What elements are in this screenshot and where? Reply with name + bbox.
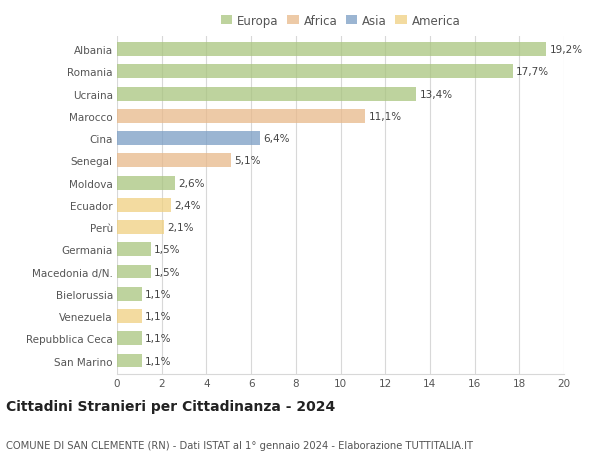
Text: 5,1%: 5,1%	[235, 156, 261, 166]
Bar	[117, 309, 142, 323]
Text: 2,4%: 2,4%	[174, 201, 200, 210]
Text: 1,1%: 1,1%	[145, 334, 172, 344]
Bar	[117, 132, 260, 146]
Legend: Europa, Africa, Asia, America: Europa, Africa, Asia, America	[218, 12, 463, 30]
Bar	[117, 354, 142, 368]
Text: 17,7%: 17,7%	[516, 67, 549, 77]
Bar	[117, 176, 175, 190]
Bar	[117, 110, 365, 123]
Text: Cittadini Stranieri per Cittadinanza - 2024: Cittadini Stranieri per Cittadinanza - 2…	[6, 399, 335, 413]
Bar	[117, 265, 151, 279]
Bar	[117, 221, 164, 235]
Bar	[117, 43, 546, 57]
Bar	[117, 65, 512, 79]
Text: 2,1%: 2,1%	[167, 223, 194, 233]
Text: 6,4%: 6,4%	[263, 134, 290, 144]
Bar	[117, 154, 231, 168]
Text: 2,6%: 2,6%	[178, 178, 205, 188]
Text: 1,1%: 1,1%	[145, 289, 172, 299]
Text: 11,1%: 11,1%	[368, 112, 401, 122]
Text: 1,1%: 1,1%	[145, 311, 172, 321]
Bar	[117, 88, 416, 101]
Bar	[117, 243, 151, 257]
Text: 13,4%: 13,4%	[420, 90, 453, 100]
Text: COMUNE DI SAN CLEMENTE (RN) - Dati ISTAT al 1° gennaio 2024 - Elaborazione TUTTI: COMUNE DI SAN CLEMENTE (RN) - Dati ISTAT…	[6, 440, 473, 450]
Bar	[117, 199, 170, 212]
Bar	[117, 287, 142, 301]
Text: 19,2%: 19,2%	[550, 45, 583, 55]
Text: 1,1%: 1,1%	[145, 356, 172, 366]
Text: 1,5%: 1,5%	[154, 245, 181, 255]
Text: 1,5%: 1,5%	[154, 267, 181, 277]
Bar	[117, 332, 142, 346]
